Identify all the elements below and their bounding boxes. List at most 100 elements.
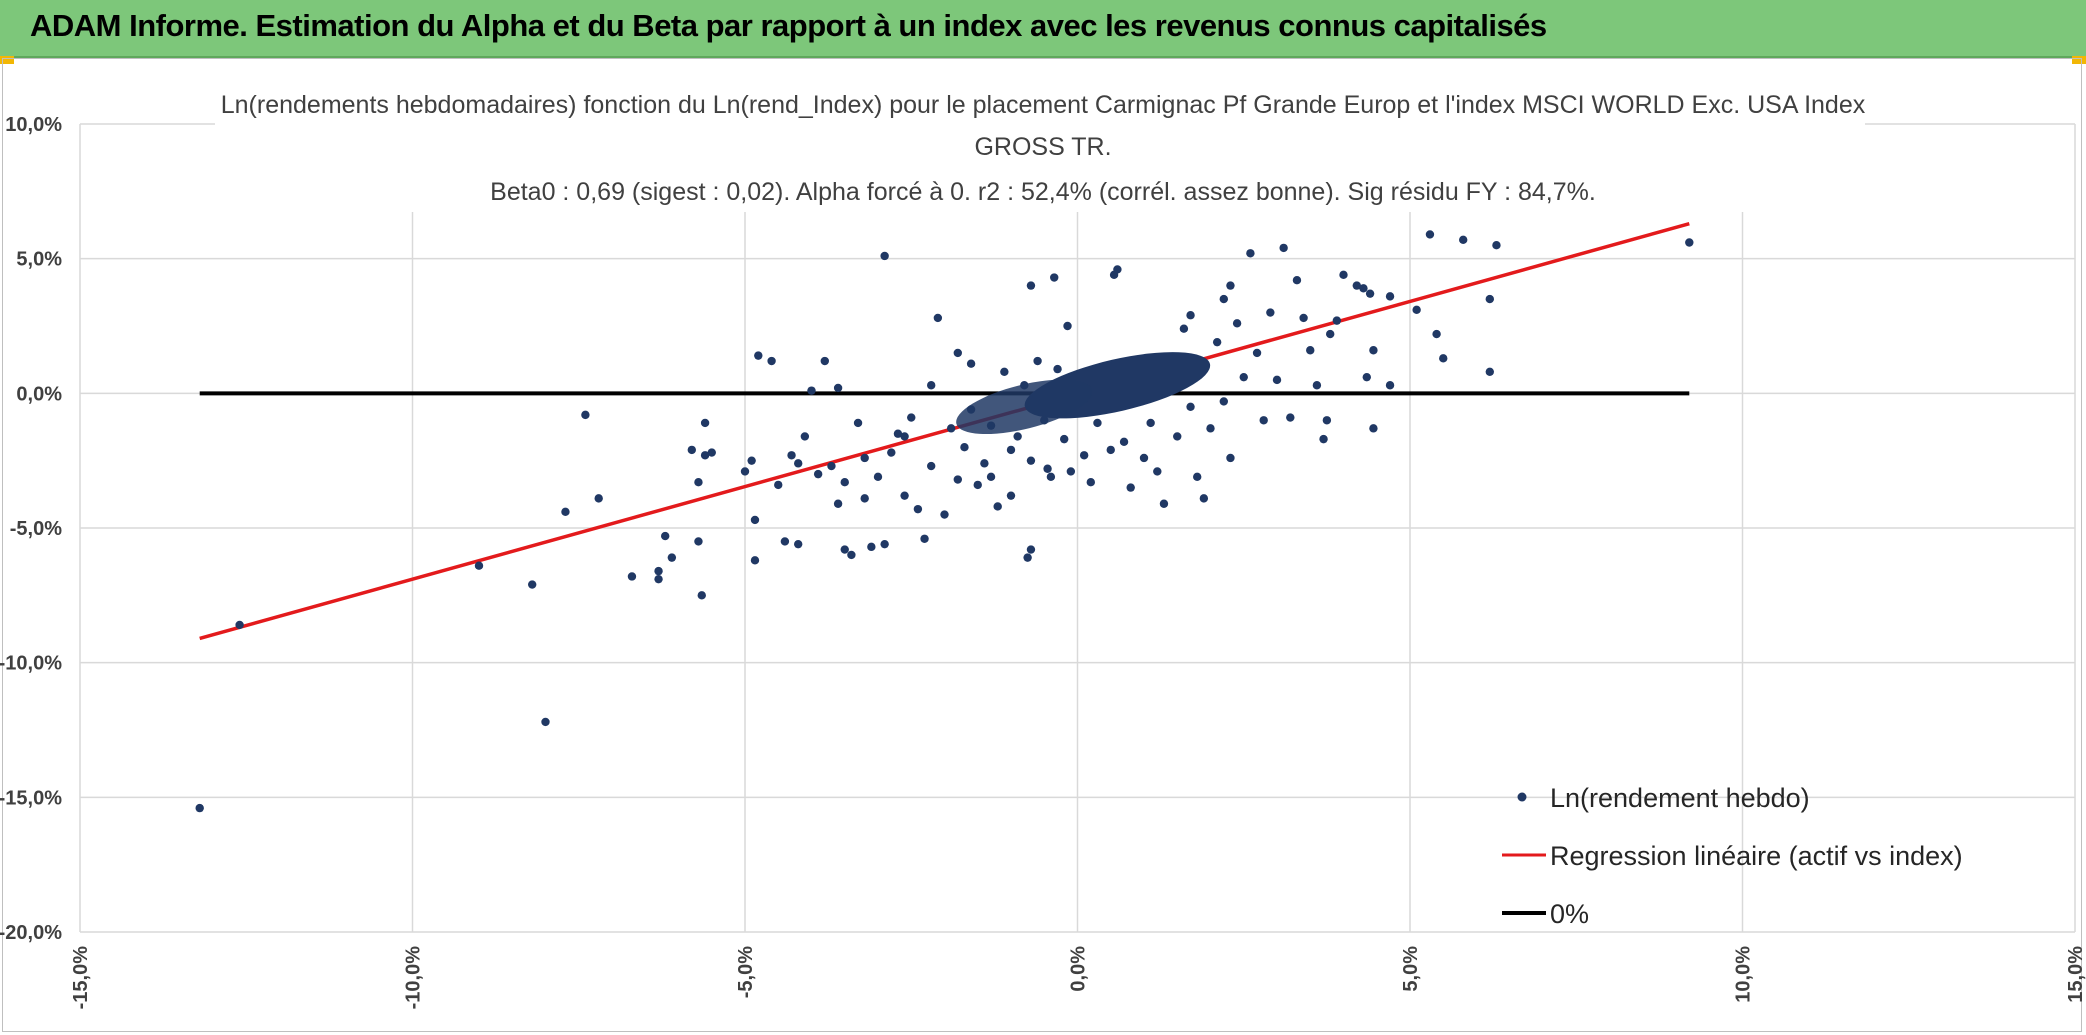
- data-point: [1219, 294, 1229, 304]
- data-point: [840, 478, 849, 487]
- data-point: [1119, 437, 1129, 447]
- data-point: [1332, 316, 1342, 325]
- data-point: [860, 494, 869, 503]
- y-tick-label: -15,0%: [0, 787, 62, 809]
- data-point: [840, 545, 849, 554]
- legend-marker-scatter: [1517, 792, 1527, 802]
- data-point: [1043, 464, 1052, 473]
- data-point: [474, 561, 484, 570]
- data-point: [927, 381, 936, 390]
- data-point: [1385, 292, 1395, 301]
- data-point: [787, 451, 796, 460]
- data-point: [767, 356, 776, 366]
- data-point: [953, 348, 962, 358]
- report-title: ADAM Informe. Estimation du Alpha et du …: [30, 8, 1547, 43]
- data-point: [1063, 321, 1072, 331]
- data-point: [1239, 372, 1248, 382]
- data-point: [1179, 324, 1189, 333]
- axis-ticks: 10,0% 5,0% 0,0% -5,0% -10,0% -15,0% -20,0% -15,…: [0, 114, 2086, 1009]
- data-point: [966, 359, 976, 368]
- data-point: [1199, 494, 1209, 503]
- data-point: [1439, 354, 1448, 363]
- chart-title: Ln(rendements hebdomadaires) fonction du…: [215, 82, 1866, 212]
- data-point: [1226, 281, 1235, 290]
- x-tick-label: -10,0%: [403, 946, 425, 1010]
- data-point: [813, 469, 823, 479]
- data-point: [960, 443, 969, 452]
- data-point: [820, 356, 829, 366]
- data-point: [1206, 424, 1215, 433]
- data-point: [740, 467, 750, 476]
- data-point: [1212, 337, 1222, 347]
- data-point: [986, 472, 996, 482]
- data-point: [833, 383, 843, 393]
- data-point: [774, 480, 783, 490]
- data-point: [1086, 478, 1096, 487]
- data-point: [847, 550, 856, 560]
- data-point: [1186, 311, 1195, 320]
- data-point: [1425, 230, 1435, 239]
- data-point: [1485, 294, 1495, 304]
- data-point: [900, 432, 909, 441]
- data-point: [1139, 453, 1149, 463]
- data-point: [694, 478, 703, 487]
- data-point: [973, 480, 982, 490]
- data-point: [1126, 483, 1135, 492]
- x-tick-label: -15,0%: [70, 946, 92, 1010]
- data-point: [1033, 356, 1042, 366]
- data-point: [1385, 381, 1395, 390]
- x-tick-label: -5,0%: [735, 946, 757, 998]
- data-point: [827, 461, 836, 471]
- data-point: [694, 537, 703, 546]
- corner-marker-right: [2072, 56, 2086, 64]
- data-point: [1299, 313, 1308, 323]
- data-point: [1365, 289, 1375, 298]
- data-point: [1159, 499, 1169, 508]
- report-header: ADAM Informe. Estimation du Alpha et du …: [0, 0, 2086, 58]
- data-point: [750, 515, 760, 525]
- data-point: [1319, 434, 1328, 444]
- data-point: [1432, 329, 1441, 339]
- data-point: [893, 429, 903, 438]
- data-point: [1279, 243, 1288, 253]
- data-point: [1006, 445, 1016, 455]
- data-point: [1286, 413, 1295, 422]
- data-point: [794, 539, 803, 549]
- legend-entry-label: Regression linéaire (actif vs index): [1550, 841, 1963, 871]
- data-point: [953, 475, 962, 484]
- data-point: [800, 432, 810, 441]
- data-point: [1060, 434, 1069, 444]
- x-tick-label: 10,0%: [1733, 946, 1755, 1003]
- data-point: [1026, 456, 1036, 465]
- corner-marker-left: [0, 56, 14, 64]
- data-point: [1173, 432, 1182, 441]
- data-point: [1219, 397, 1229, 406]
- data-point: [1066, 467, 1076, 476]
- legend-entry-label: 0%: [1550, 899, 1589, 929]
- data-point: [946, 424, 956, 433]
- chart-legend: Ln(rendement hebdo) Regression linéaire (…: [1502, 783, 1963, 929]
- data-point: [541, 717, 550, 727]
- data-point: [1252, 348, 1262, 358]
- data-point: [1492, 241, 1501, 250]
- data-point: [1259, 416, 1268, 425]
- chart-title-background: [215, 82, 1865, 212]
- data-point: [1109, 270, 1119, 280]
- data-point: [794, 459, 803, 468]
- data-point: [1226, 453, 1235, 463]
- data-point: [927, 461, 936, 471]
- data-point: [1053, 364, 1062, 374]
- data-point: [654, 566, 663, 576]
- data-point: [594, 494, 603, 503]
- data-point: [697, 591, 706, 600]
- data-point: [873, 472, 883, 482]
- data-point: [687, 445, 696, 455]
- data-point: [1306, 346, 1315, 355]
- data-point: [1369, 346, 1378, 355]
- data-point: [880, 539, 889, 549]
- data-point: [1246, 249, 1255, 258]
- dense-point-cluster: [956, 379, 1093, 435]
- data-point: [1186, 402, 1195, 411]
